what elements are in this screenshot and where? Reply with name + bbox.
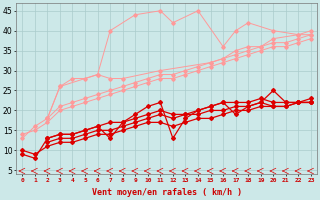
X-axis label: Vent moyen/en rafales ( km/h ): Vent moyen/en rafales ( km/h ): [92, 188, 242, 197]
